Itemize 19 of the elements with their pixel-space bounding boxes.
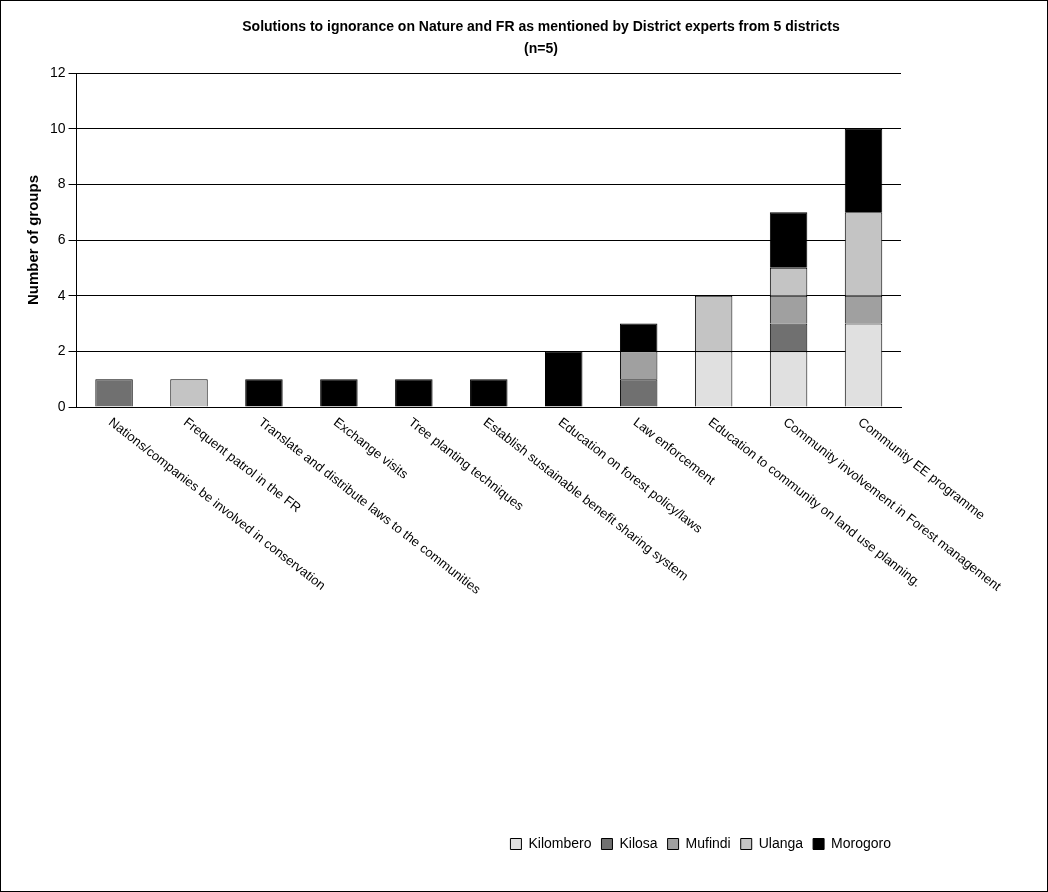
legend-label: Morogoro — [831, 834, 892, 851]
y-tick-label: 0 — [57, 397, 66, 414]
y-axis-title: Number of groups — [24, 175, 42, 305]
bar — [470, 379, 508, 407]
legend-label: Ulanga — [758, 834, 804, 851]
y-tick-label: 2 — [57, 342, 66, 359]
y-tick-label: 12 — [49, 63, 66, 80]
y-tick-label: 10 — [49, 119, 66, 136]
bar — [320, 379, 358, 407]
y-tick-label: 4 — [57, 286, 66, 303]
bar — [395, 379, 433, 407]
bar — [245, 379, 283, 407]
y-tick-label: 8 — [57, 175, 66, 192]
y-tick-label: 6 — [57, 230, 66, 247]
chart-title: Solutions to ignorance on Nature and FR as mentioned by District experts from 5 districts (n=5) — [241, 17, 841, 58]
legend-label: Kilombero — [528, 834, 592, 851]
legend-label: Kilosa — [619, 834, 658, 851]
bar — [545, 351, 583, 407]
legend-label: Mufindi — [685, 834, 731, 851]
